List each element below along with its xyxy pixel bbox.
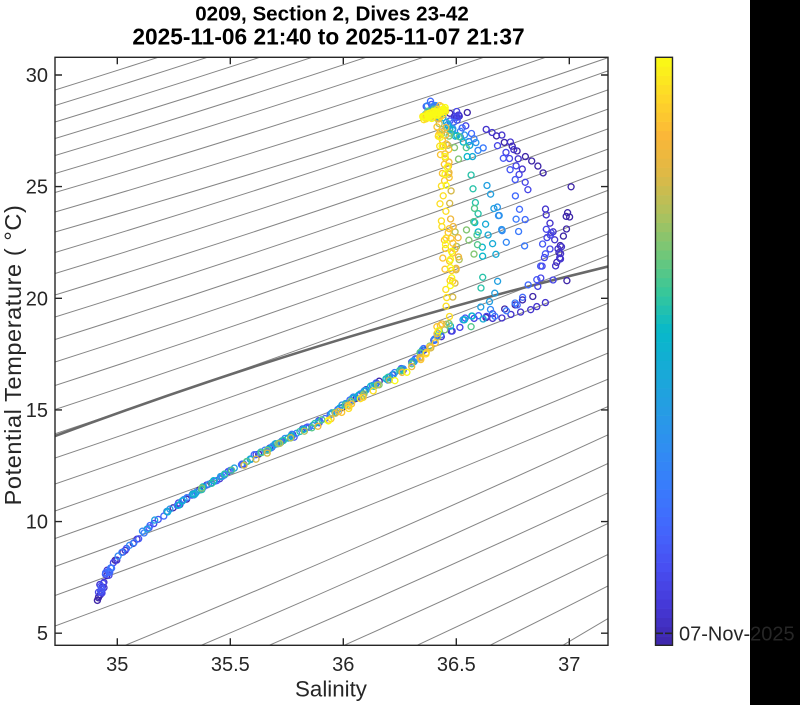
svg-text:Potential Temperature ( °C): Potential Temperature ( °C) [0, 205, 26, 506]
svg-text:36.5: 36.5 [437, 654, 476, 676]
svg-text:37: 37 [558, 654, 580, 676]
svg-text:36: 36 [332, 654, 354, 676]
svg-text:07-Nov-2025: 07-Nov-2025 [679, 624, 795, 646]
svg-text:20: 20 [26, 288, 48, 310]
svg-text:Salinity: Salinity [295, 677, 368, 702]
svg-text:30: 30 [26, 65, 48, 87]
svg-text:10: 10 [26, 512, 48, 534]
svg-text:0209, Section 2, Dives 23-42: 0209, Section 2, Dives 23-42 [195, 3, 469, 26]
svg-text:35.5: 35.5 [211, 654, 250, 676]
svg-text:15: 15 [26, 400, 48, 422]
svg-text:25: 25 [26, 177, 48, 199]
svg-text:2025-11-06 21:40 to 2025-11-07: 2025-11-06 21:40 to 2025-11-07 21:37 [132, 24, 524, 50]
svg-text:5: 5 [37, 623, 48, 645]
svg-text:35: 35 [106, 654, 128, 676]
